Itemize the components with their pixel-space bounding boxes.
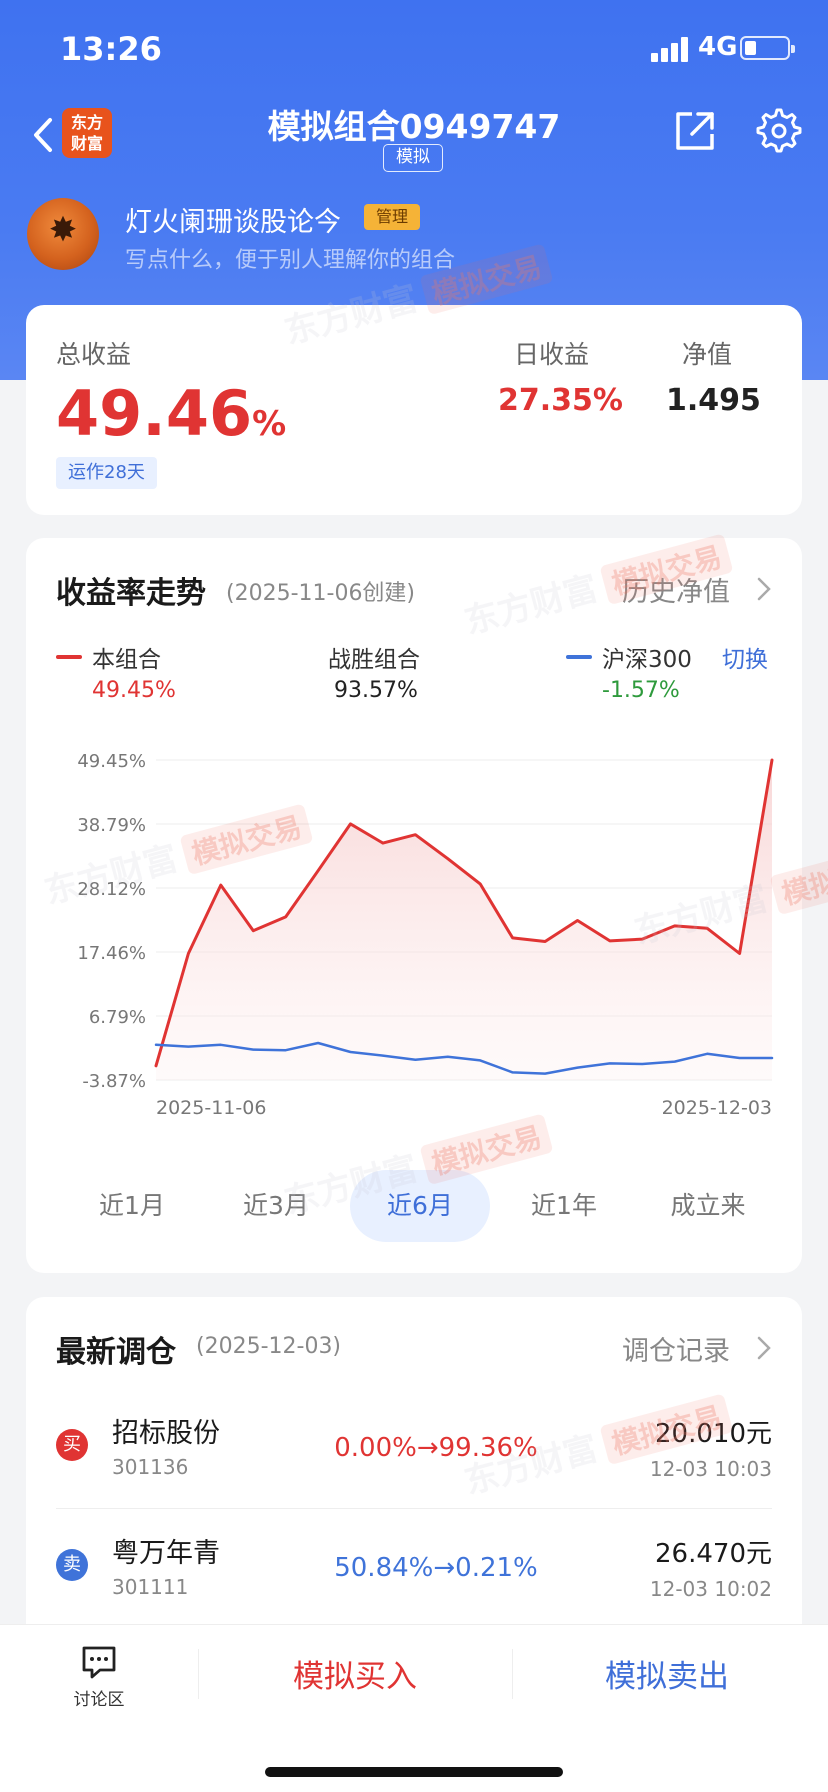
bottom-action-bar: 讨论区 模拟买入 模拟卖出 xyxy=(0,1624,828,1792)
range-tab-3[interactable]: 近1年 xyxy=(531,1191,597,1220)
portfolio-owner: ✸ 灯火阑珊谈股论今 管理 写点什么，便于别人理解你的组合 xyxy=(0,196,828,276)
divider xyxy=(512,1649,513,1699)
legend-marker-portfolio xyxy=(56,655,82,659)
share-icon[interactable] xyxy=(672,108,718,154)
owner-name: 灯火阑珊谈股论今 xyxy=(125,207,341,238)
history-nav-link[interactable]: 历史净值 xyxy=(622,577,730,608)
app-logo: 东方 财富 xyxy=(62,108,112,158)
legend-csi300-value: -1.57% xyxy=(602,678,680,703)
divider xyxy=(56,1508,772,1509)
status-time: 13:26 xyxy=(60,30,162,68)
chevron-right-icon xyxy=(757,1336,771,1360)
range-tab-1[interactable]: 近3月 xyxy=(243,1191,309,1220)
series-area-portfolio xyxy=(156,760,772,1080)
discuss-label[interactable]: 讨论区 xyxy=(73,1690,125,1710)
sell-icon: 卖 xyxy=(56,1549,88,1581)
portfolio-description[interactable]: 写点什么，便于别人理解你的组合 xyxy=(125,248,456,273)
rebalance-date: (2025-12-03) xyxy=(196,1334,342,1359)
signal-icon xyxy=(651,36,693,62)
legend-beat-name: 战胜组合 xyxy=(328,647,420,673)
simulate-sell-button[interactable]: 模拟卖出 xyxy=(605,1659,729,1695)
y-tick-label: 6.79% xyxy=(89,1007,146,1028)
battery-icon xyxy=(740,36,795,60)
position-change: 50.84%→0.21% xyxy=(334,1553,538,1583)
simulation-tag: 模拟 xyxy=(383,144,443,172)
trade-row[interactable]: 卖 粤万年青 301111 50.84%→0.21% 26.470元 12-03… xyxy=(26,1509,802,1629)
buy-icon: 买 xyxy=(56,1429,88,1461)
nav-value: 1.495 xyxy=(666,383,761,418)
daily-return-value: 27.35% xyxy=(498,383,623,418)
legend-beat-value: 93.57% xyxy=(334,678,418,703)
range-tab-2[interactable]: 近6月 xyxy=(350,1170,490,1242)
switch-benchmark-link[interactable]: 切换 xyxy=(722,647,768,673)
range-tab-4[interactable]: 成立来 xyxy=(670,1191,746,1220)
trade-price: 20.010元 xyxy=(655,1419,772,1449)
return-trend-card: 收益率走势 (2025-11-06创建) 历史净值 本组合 49.45% 战胜组… xyxy=(26,538,802,1273)
x-tick-label: 2025-12-03 xyxy=(662,1097,772,1119)
trade-price: 26.470元 xyxy=(655,1539,772,1569)
chat-bubble-icon[interactable] xyxy=(80,1645,118,1681)
divider xyxy=(198,1649,199,1699)
y-tick-label: 49.45% xyxy=(77,751,146,772)
y-tick-label: 17.46% xyxy=(77,943,146,964)
running-days-badge: 运作28天 xyxy=(56,457,157,489)
manage-badge[interactable]: 管理 xyxy=(364,204,420,230)
return-chart[interactable]: 49.45% 38.79% 28.12% 17.46% 6.79% -3.87% 2025-… xyxy=(26,538,802,1138)
daily-return-label: 日收益 xyxy=(514,340,590,369)
nav-label: 净值 xyxy=(682,340,733,369)
latest-rebalance-card: 最新调仓 (2025-12-03) 调仓记录 买 招标股份 301136 0.0… xyxy=(26,1297,802,1627)
legend-portfolio-value: 49.45% xyxy=(92,678,176,703)
stock-code: 301111 xyxy=(112,1575,189,1599)
legend-csi300-name: 沪深300 xyxy=(602,647,692,673)
position-change: 0.00%→99.36% xyxy=(334,1433,538,1463)
page-title: 模拟组合0949747 xyxy=(267,107,561,146)
trade-time: 12-03 10:03 xyxy=(649,1457,772,1481)
back-arrow-icon[interactable] xyxy=(26,110,62,160)
stock-name: 粤万年青 xyxy=(112,1538,220,1569)
trade-row[interactable]: 买 招标股份 301136 0.00%→99.36% 20.010元 12-03… xyxy=(26,1389,802,1509)
range-tab-0[interactable]: 近1月 xyxy=(99,1191,165,1220)
series-line-portfolio xyxy=(154,758,774,1068)
status-bar: 13:26 4G xyxy=(0,0,828,100)
total-return-value: 49.46% xyxy=(56,377,287,450)
network-type: 4G xyxy=(698,32,738,62)
y-tick-label: 28.12% xyxy=(77,879,146,900)
home-indicator xyxy=(265,1767,563,1777)
nav-bar: 东方 财富 模拟组合0949747 模拟 xyxy=(0,100,828,190)
legend-marker-csi300 xyxy=(566,655,592,659)
trend-created-date: (2025-11-06创建) xyxy=(226,581,416,606)
y-tick-label: -3.87% xyxy=(82,1071,146,1092)
simulate-buy-button[interactable]: 模拟买入 xyxy=(293,1659,417,1695)
series-line-csi300 xyxy=(154,1041,774,1075)
total-return-label: 总收益 xyxy=(56,340,132,369)
legend-portfolio-name: 本组合 xyxy=(92,647,161,673)
summary-card: 总收益 49.46% 运作28天 日收益 27.35% 净值 1.495 xyxy=(26,305,802,515)
rebalance-title: 最新调仓 xyxy=(56,1335,176,1370)
trade-time: 12-03 10:02 xyxy=(649,1577,772,1601)
avatar[interactable]: ✸ xyxy=(27,198,99,270)
trend-title: 收益率走势 xyxy=(56,576,206,611)
y-tick-label: 38.79% xyxy=(77,815,146,836)
rebalance-history-link[interactable]: 调仓记录 xyxy=(622,1336,730,1367)
stock-name: 招标股份 xyxy=(112,1418,220,1449)
chevron-right-icon xyxy=(757,577,771,601)
x-tick-label: 2025-11-06 xyxy=(156,1097,266,1119)
gear-icon[interactable] xyxy=(756,108,802,154)
stock-code: 301136 xyxy=(112,1455,189,1479)
